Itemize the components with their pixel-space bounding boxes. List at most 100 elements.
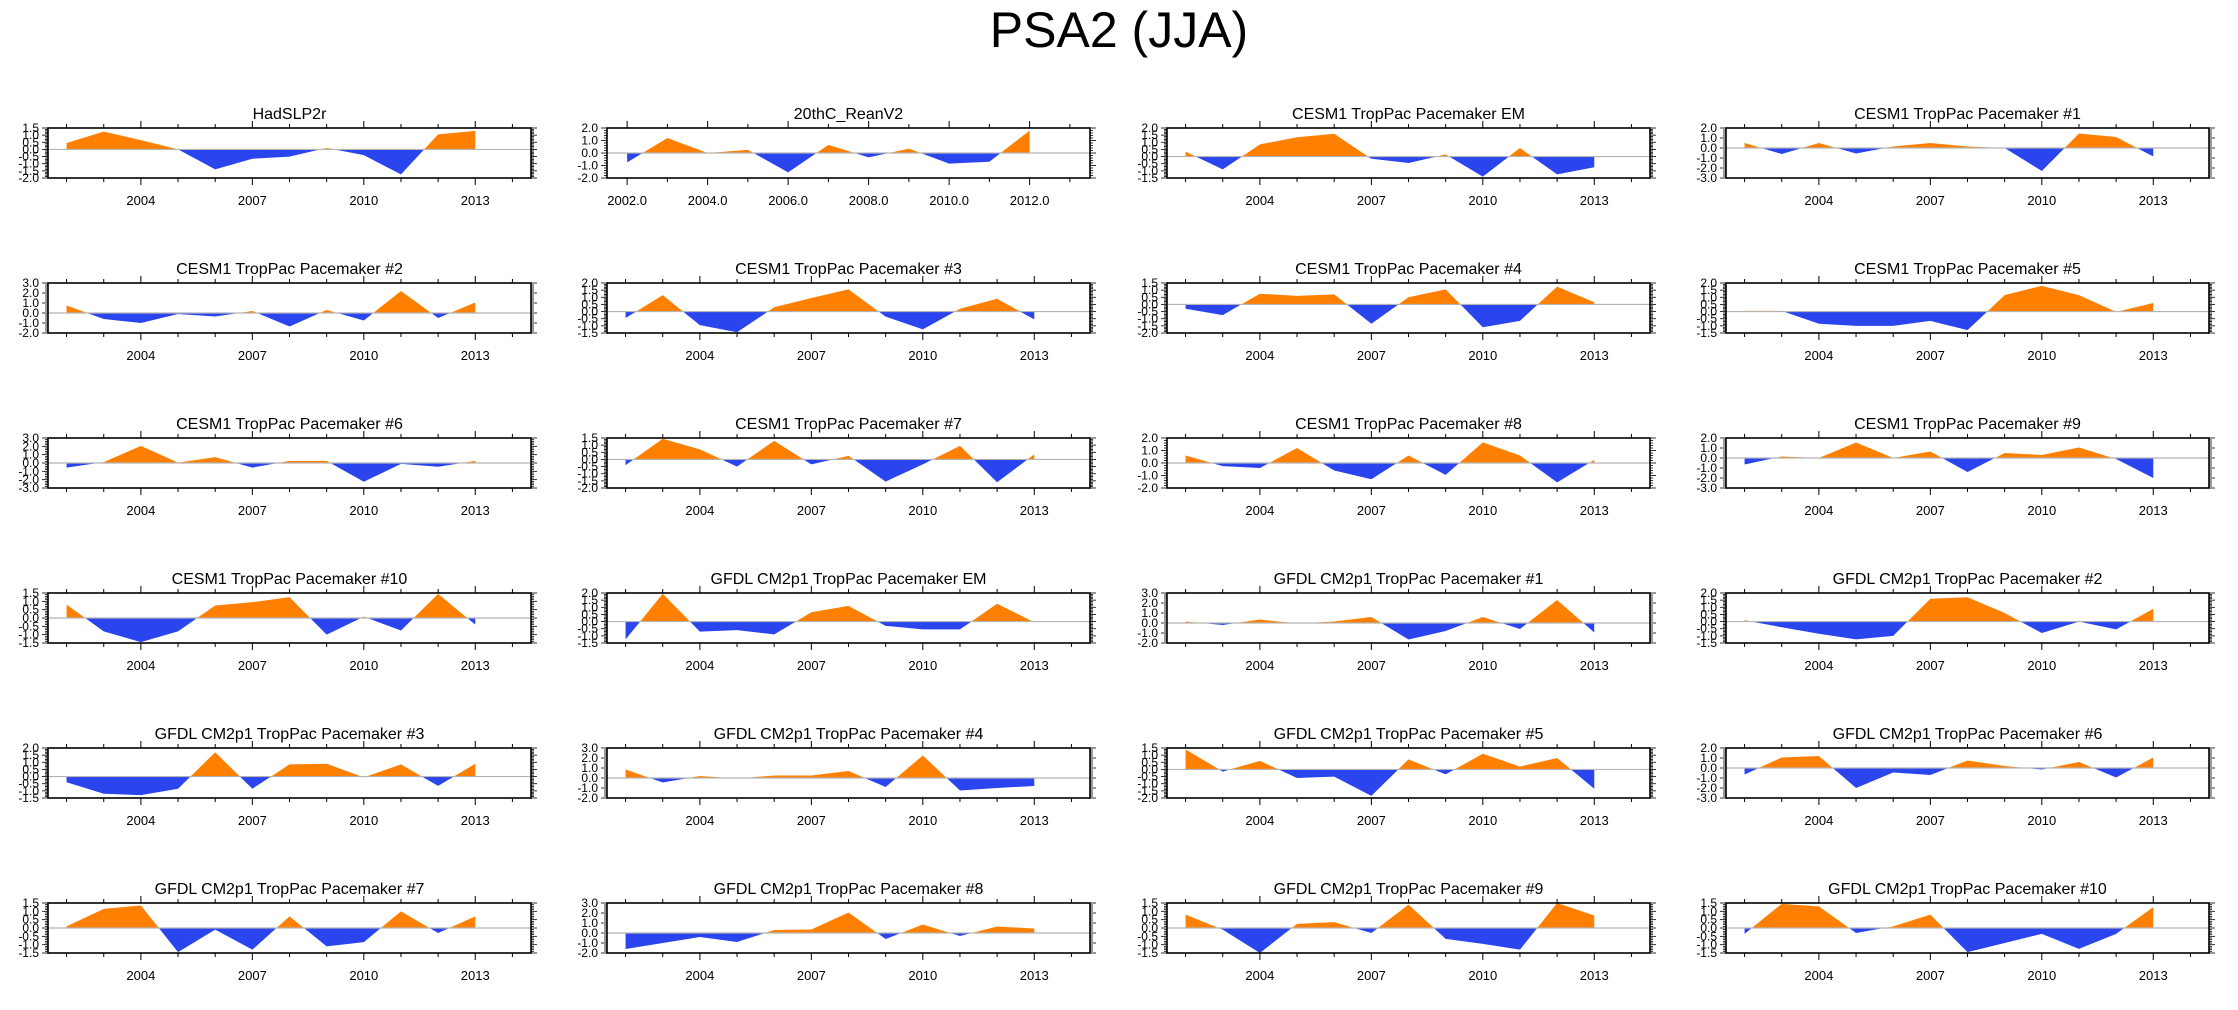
negative-area [625, 778, 1035, 791]
x-tick-label: 2010 [2027, 658, 2056, 673]
y-tick-label: -1.0 [1696, 319, 1717, 333]
y-tick-label: -1.0 [18, 316, 39, 330]
y-tick-label: 3.0 [581, 896, 598, 910]
y-tick-label: -1.0 [1137, 469, 1158, 483]
x-tick-label: 2013 [461, 193, 490, 208]
y-tick-label: -1.0 [18, 628, 39, 642]
x-tick-label: 2007 [1357, 348, 1386, 363]
x-tick-label: 2010 [349, 658, 378, 673]
y-tick-label: -1.5 [1137, 171, 1158, 185]
negative-area [66, 463, 476, 482]
y-tick-label: 0.5 [1141, 142, 1158, 156]
x-tick-label: 2013 [1020, 813, 1049, 828]
y-tick-label: 1.0 [1700, 751, 1717, 765]
x-tick-label: 2007 [238, 193, 267, 208]
y-tick-label: -1.0 [577, 159, 598, 173]
y-tick-label: -1.0 [18, 157, 39, 171]
y-tick-label: 1.0 [1141, 135, 1158, 149]
y-tick-label: -1.5 [18, 164, 39, 178]
x-tick-label: 2007 [1357, 658, 1386, 673]
panel-title: GFDL CM2p1 TropPac Pacemaker #8 [714, 881, 984, 898]
positive-area [1185, 749, 1595, 770]
y-tick-label: -1.5 [18, 636, 39, 650]
chart-panel: GFDL CM2p1 TropPac Pacemaker #10 2004 2007… [1696, 881, 2215, 983]
y-tick-label: -1.0 [18, 938, 39, 952]
y-tick-label: -1.0 [18, 464, 39, 478]
negative-area [1744, 148, 2154, 171]
positive-area [66, 593, 476, 618]
x-tick-label: 2007 [1357, 193, 1386, 208]
y-tick-label: 1.5 [1700, 896, 1717, 910]
y-tick-label: 3.0 [1141, 586, 1158, 600]
negative-area [1744, 928, 2154, 953]
x-tick-label: 2013 [1580, 968, 1609, 983]
y-tick-label: 3.0 [22, 431, 39, 445]
positive-area [625, 912, 1035, 933]
y-tick-label: 0.5 [22, 762, 39, 776]
y-tick-label: 0.0 [22, 456, 39, 470]
x-tick-label: 2007 [1357, 503, 1386, 518]
panel-title: CESM1 TropPac Pacemaker #7 [735, 416, 962, 433]
negative-area [627, 153, 1030, 173]
negative-area [625, 459, 1035, 483]
y-tick-label: -2.0 [577, 171, 598, 185]
y-tick-label: -1.5 [18, 946, 39, 960]
negative-area [1185, 304, 1595, 328]
y-tick-label: -2.0 [577, 481, 598, 495]
negative-area [1744, 458, 2154, 478]
chart-panel: CESM1 TropPac Pacemaker #9 2004 2007 2010 20… [1696, 416, 2215, 518]
y-tick-label: 1.5 [22, 896, 39, 910]
y-tick-label: -1.0 [1137, 164, 1158, 178]
x-tick-label: 2007 [797, 348, 826, 363]
panel-title: GFDL CM2p1 TropPac Pacemaker #10 [1828, 881, 2107, 898]
y-tick-label: -1.0 [577, 319, 598, 333]
panel-title: CESM1 TropPac Pacemaker #2 [176, 261, 403, 278]
x-tick-label: 2010.0 [929, 193, 969, 208]
panel-title: GFDL CM2p1 TropPac Pacemaker #1 [1274, 571, 1544, 588]
y-tick-label: 2.0 [1141, 121, 1158, 135]
y-tick-label: 1.0 [22, 448, 39, 462]
chart-panel: GFDL CM2p1 TropPac Pacemaker EM 2004 2007 2… [577, 571, 1096, 673]
x-tick-label: 2010 [908, 658, 937, 673]
y-tick-label: 0.0 [581, 452, 598, 466]
x-tick-label: 2013 [461, 813, 490, 828]
y-tick-label: -0.5 [18, 150, 39, 164]
x-tick-label: 2013 [1580, 193, 1609, 208]
y-tick-label: 3.0 [581, 741, 598, 755]
plot-frame [1166, 282, 1651, 334]
chart-panel: GFDL CM2p1 TropPac Pacemaker #2 2004 2007 2… [1696, 571, 2215, 673]
panel-title: CESM1 TropPac Pacemaker #8 [1295, 416, 1522, 433]
x-tick-label: 2013 [461, 968, 490, 983]
y-tick-label: -3.0 [18, 481, 39, 495]
x-tick-label: 2010 [908, 503, 937, 518]
y-tick-label: -0.5 [1696, 622, 1717, 636]
chart-panel: CESM1 TropPac Pacemaker #4 2004 2007 2010 20… [1137, 261, 1656, 363]
y-tick-label: 0.0 [22, 921, 39, 935]
y-tick-label: -0.5 [1696, 312, 1717, 326]
x-tick-label: 2004 [1804, 658, 1833, 673]
x-tick-label: 2013 [1020, 968, 1049, 983]
y-tick-label: -2.0 [1137, 791, 1158, 805]
negative-area [1744, 621, 2154, 640]
y-tick-label: 0.0 [581, 771, 598, 785]
y-tick-label: 1.5 [1700, 593, 1717, 607]
panel-title: 20thC_ReanV2 [794, 106, 904, 123]
x-tick-label: 2013 [2139, 813, 2168, 828]
chart-panel: GFDL CM2p1 TropPac Pacemaker #4 2004 2007 2… [577, 726, 1096, 828]
y-tick-label: 2.0 [581, 906, 598, 920]
y-tick-label: -3.0 [1696, 481, 1717, 495]
y-tick-label: 0.0 [22, 611, 39, 625]
x-tick-label: 2004.0 [688, 193, 728, 208]
y-tick-label: 0.0 [1141, 456, 1158, 470]
x-tick-label: 2006.0 [768, 193, 808, 208]
positive-area [66, 291, 476, 313]
chart-panel: HadSLP2r 2004 2007 2010 2013 1.51.00.50.0-0.5… [18, 106, 537, 208]
x-tick-label: 2010 [2027, 503, 2056, 518]
chart-panel: GFDL CM2p1 TropPac Pacemaker #5 2004 2007 2… [1137, 726, 1656, 828]
y-tick-label: -1.0 [577, 467, 598, 481]
y-tick-label: 1.0 [22, 594, 39, 608]
y-tick-label: -1.0 [1137, 626, 1158, 640]
y-tick-label: 0.5 [1700, 607, 1717, 621]
x-tick-label: 2007 [238, 968, 267, 983]
